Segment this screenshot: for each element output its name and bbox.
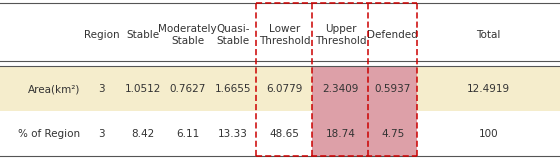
Text: Quasi-
Stable: Quasi- Stable [217, 24, 250, 46]
Text: 3: 3 [99, 129, 105, 138]
Bar [0, 67, 560, 111]
Text: Area(km²): Area(km²) [27, 84, 80, 94]
Text: Stable: Stable [126, 30, 160, 40]
Text: 100: 100 [479, 129, 498, 138]
Bar [368, 111, 417, 156]
Bar [0, 111, 560, 156]
Text: Region: Region [84, 30, 119, 40]
Bar [368, 67, 417, 111]
Text: 6.0779: 6.0779 [267, 84, 302, 94]
Text: 0.7627: 0.7627 [170, 84, 206, 94]
Text: 6.11: 6.11 [176, 129, 199, 138]
Bar [0, 3, 560, 67]
Text: Total: Total [477, 30, 501, 40]
Text: 1.0512: 1.0512 [125, 84, 161, 94]
Bar [312, 67, 368, 111]
Text: 12.4919: 12.4919 [467, 84, 510, 94]
Text: 4.75: 4.75 [381, 129, 404, 138]
Text: 2.3409: 2.3409 [323, 84, 358, 94]
Text: Upper
Threshold: Upper Threshold [315, 24, 366, 46]
Bar [312, 111, 368, 156]
Text: 13.33: 13.33 [218, 129, 248, 138]
Text: 18.74: 18.74 [325, 129, 356, 138]
Text: Defended: Defended [367, 30, 418, 40]
Text: 8.42: 8.42 [131, 129, 155, 138]
Text: 48.65: 48.65 [269, 129, 300, 138]
Text: 1.6655: 1.6655 [215, 84, 251, 94]
Text: 3: 3 [99, 84, 105, 94]
Text: Moderately
Stable: Moderately Stable [158, 24, 217, 46]
Text: 0.5937: 0.5937 [375, 84, 411, 94]
Text: % of Region: % of Region [18, 129, 80, 138]
Text: Lower
Threshold: Lower Threshold [259, 24, 310, 46]
